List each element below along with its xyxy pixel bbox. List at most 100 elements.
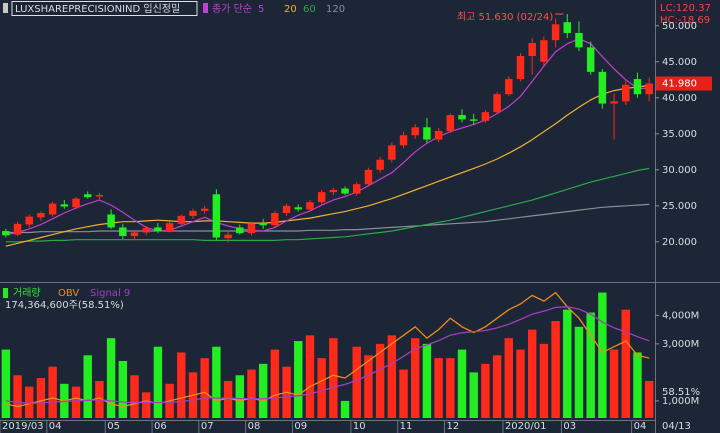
legend-entry: 거래량 [13,287,41,299]
candle-body [516,56,525,80]
moving-average-line [5,203,650,234]
legend-entry: Signal 9 [90,288,130,299]
legend-marker [3,288,8,298]
candle-body [399,135,408,146]
legend-entry: OBV [58,288,79,299]
peak-label: 최고 51.630 (02/24) [457,11,553,23]
x-tick-label: 05 [107,421,120,432]
volume-bar [504,338,514,418]
candle-body [200,208,209,211]
candle-body [469,119,478,121]
volume-bar [223,380,233,418]
y-tick-label: 1,000M [662,396,699,407]
volume-bar [527,329,537,418]
x-tick-label: 2019/03 [2,421,44,432]
volume-bar [247,369,256,418]
candle-body [2,231,10,236]
volume-bar [329,338,338,418]
volume-bar [644,380,654,418]
candle-body [107,214,115,228]
candle-body [212,194,221,238]
volume-bar [551,321,560,418]
candle-body [154,227,162,232]
volume-bar [563,309,572,418]
candle-body [60,204,69,207]
moving-average-line [5,167,650,243]
volume-bar [130,375,139,418]
ma-label: 종가 단순 [212,3,252,15]
volume-bar [539,343,549,418]
volume-bar [118,360,128,418]
candle-body [586,47,595,72]
candle-body [317,192,326,203]
x-tick-label: 11 [400,421,413,432]
y-tick-label: 20.000 [662,237,697,248]
volume-bar [141,392,151,418]
legend-marker [203,3,208,13]
x-tick-label: 04 [634,421,647,432]
volume-bar [399,369,408,418]
indicator-line [5,306,650,404]
volume-bar [422,343,432,418]
volume-bar [71,386,81,418]
candle-body [282,205,291,214]
volume-bar [492,355,502,418]
candle-body [364,169,373,185]
x-tick-label: 10 [353,421,366,432]
volume-bar [434,358,443,418]
candle-body [236,227,244,234]
y-tick-label: 30.000 [662,165,697,176]
candle-body [329,189,338,193]
last-date: 04/13 [662,421,691,432]
candle-body [575,32,583,48]
volume-bar [574,326,584,418]
candle-body [458,115,466,120]
candle-body [481,112,490,121]
candle-body [37,213,45,218]
volume-bar [387,335,397,418]
volume-bar [633,352,642,418]
volume-bar [1,349,11,418]
ratio-label: 58.51% [662,387,700,398]
x-tick-label: 08 [248,421,261,432]
last-price-label: 41.980 [662,79,697,90]
candle-body [271,213,279,226]
candle-body [341,188,349,194]
volume-bar [598,292,607,418]
candle-body [306,202,314,210]
volume-bar [36,378,46,418]
candle-body [528,43,536,57]
volume-bar [621,309,630,418]
volume-bar [317,358,326,418]
volume-bar [13,375,22,418]
candle-body [551,24,560,41]
x-tick-label: 04 [49,421,62,432]
volume-bar [352,346,361,418]
volume-bar [481,363,490,418]
volume-bar [446,358,455,418]
candle-body [598,71,607,104]
volume-bar [106,338,116,418]
volume-bar [375,343,385,418]
candle-body [48,203,57,215]
volume-bar [516,349,525,418]
candle-body [610,101,618,104]
volume-bar [258,363,268,418]
volume-bar [177,352,186,418]
candle-body [189,210,197,216]
candle-body [505,79,513,95]
x-tick-label: 07 [201,421,214,432]
title-box [11,1,198,16]
hc-label: HC:-18.69 [660,15,710,26]
volume-bar [457,349,467,418]
candle-body [247,223,256,234]
candle-body [434,130,443,140]
legend-marker [3,3,8,13]
x-tick-label: 12 [446,421,459,432]
candle-body [446,115,455,131]
x-tick-label: 09 [294,421,307,432]
candle-body [25,216,33,225]
volume-bar [586,312,595,418]
x-tick-label: 03 [563,421,576,432]
